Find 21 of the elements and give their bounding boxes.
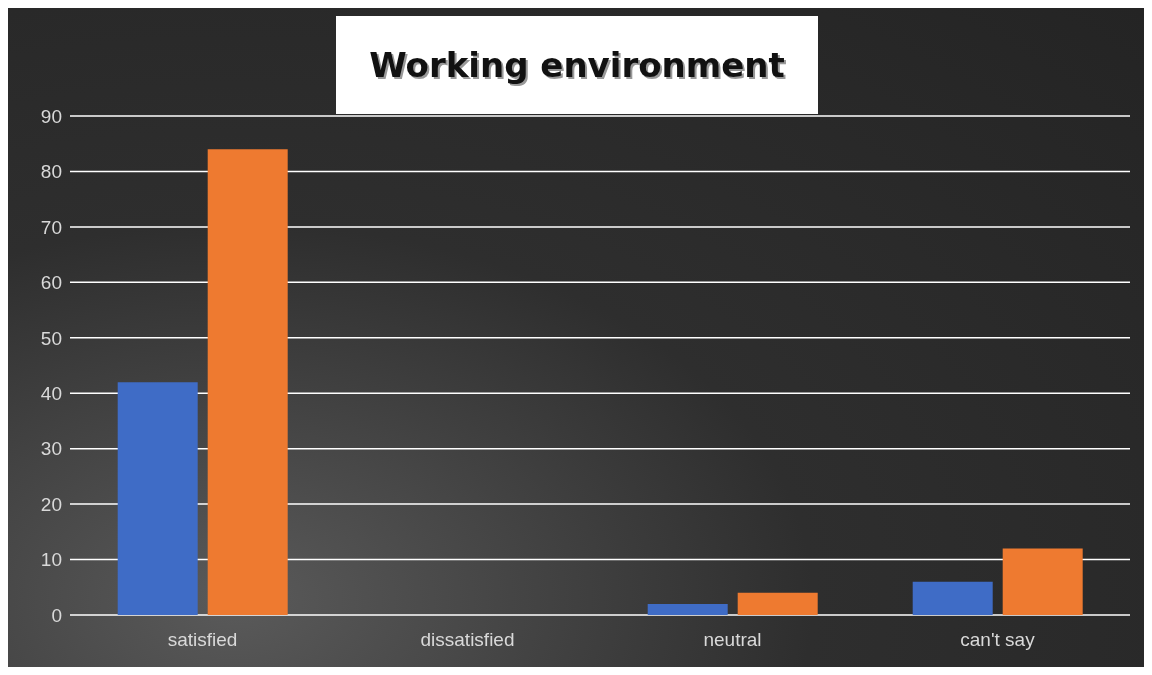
y-tick-label: 30: [40, 438, 62, 460]
bar: [1002, 548, 1083, 615]
x-tick-label: neutral: [703, 629, 762, 651]
y-tick-label: 90: [40, 105, 62, 127]
y-tick-label: 0: [51, 604, 62, 626]
bar: [912, 581, 993, 615]
bar: [207, 149, 288, 615]
bar: [737, 592, 818, 615]
y-tick-label: 70: [40, 216, 62, 238]
y-tick-label: 40: [40, 382, 62, 404]
x-tick-label: satisfied: [167, 629, 238, 651]
bar: [647, 603, 728, 615]
bar: [117, 382, 198, 615]
y-tick-label: 10: [40, 549, 62, 571]
y-tick-label: 50: [40, 327, 62, 349]
x-tick-label: dissatisfied: [420, 629, 515, 651]
y-tick-label: 80: [40, 161, 62, 183]
chart-title: Working environment: [369, 45, 785, 85]
y-tick-label: 20: [40, 493, 62, 515]
x-tick-label: can't say: [960, 629, 1036, 651]
y-tick-label: 60: [40, 272, 62, 294]
